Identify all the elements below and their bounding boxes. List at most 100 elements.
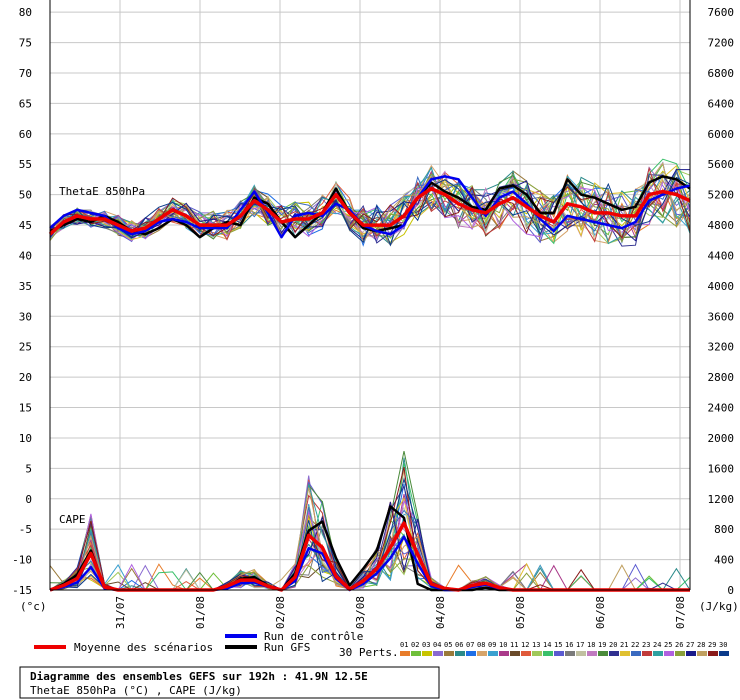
right-tick-label: 5200: [708, 189, 735, 202]
pert-number-label: 23: [642, 641, 650, 649]
right-tick-label: 7200: [708, 37, 735, 50]
pert-color-swatch: [411, 651, 421, 656]
right-tick-label: 2800: [708, 371, 735, 384]
right-tick-label: 3600: [708, 310, 735, 323]
left-tick-label: 70: [19, 67, 32, 80]
pert-number-label: 08: [477, 641, 485, 649]
right-tick-label: 1200: [708, 493, 735, 506]
legend-control-label: Run de contrôle: [264, 630, 363, 643]
pert-number-label: 04: [433, 641, 441, 649]
gfs-thetae-line: [49, 175, 691, 239]
x-tick-label: 07/08: [674, 596, 687, 629]
pert-color-swatch: [697, 651, 707, 656]
pert-color-swatch: [400, 651, 410, 656]
right-tick-label: 800: [714, 523, 734, 536]
pert-number-label: 07: [466, 641, 474, 649]
left-tick-label: 5: [25, 462, 32, 475]
chart-subtitle: ThetaE 850hPa (°C) , CAPE (J/kg): [30, 684, 242, 697]
right-tick-label: 2400: [708, 402, 735, 415]
right-tick-label: 6400: [708, 97, 735, 110]
legend-gfs-label: Run GFS: [264, 641, 310, 654]
pert-color-swatch: [422, 651, 432, 656]
x-tick-label: 04/08: [434, 596, 447, 629]
pert-color-swatch: [554, 651, 564, 656]
x-tick-label: 01/08: [194, 596, 207, 629]
left-tick-label: 40: [19, 249, 32, 262]
pert-color-swatch: [631, 651, 641, 656]
left-tick-label: 15: [19, 402, 32, 415]
pert-color-swatch: [444, 651, 454, 656]
control-thetae-line: [49, 175, 691, 239]
pert-color-swatch: [664, 651, 674, 656]
pert-number-label: 09: [488, 641, 496, 649]
pert-number-label: 14: [543, 641, 551, 649]
pert-number-label: 15: [554, 641, 562, 649]
pert-color-swatch: [521, 651, 531, 656]
left-tick-label: 65: [19, 97, 32, 110]
pert-color-swatch: [675, 651, 685, 656]
left-tick-label: 10: [19, 432, 32, 445]
pert-color-swatch: [499, 651, 509, 656]
pert-23-thetae-line: [49, 166, 691, 243]
pert-number-label: 20: [609, 641, 617, 649]
right-tick-label: 6000: [708, 128, 735, 141]
right-tick-label: 6800: [708, 67, 735, 80]
mean-thetae-line: [48, 186, 691, 236]
right-tick-label: 4400: [708, 249, 735, 262]
pert-color-swatch: [620, 651, 630, 656]
pert-number-label: 21: [620, 641, 628, 649]
right-tick-label: 5600: [708, 158, 735, 171]
pert-number-label: 28: [697, 641, 705, 649]
pert-number-label: 17: [576, 641, 584, 649]
pert-color-swatch: [609, 651, 619, 656]
left-tick-label: 25: [19, 341, 32, 354]
right-tick-label: 7600: [708, 6, 735, 19]
x-tick-label: 06/08: [594, 596, 607, 629]
legend-perts-swatches: 01 02 03 04 05 06 07 08 09 10 11 12 13 14 15 16 17 18 19 20…: [400, 641, 729, 656]
left-tick-label: 55: [19, 158, 32, 171]
pert-number-label: 12: [521, 641, 529, 649]
chart-title: Diagramme des ensembles GEFS sur 192h : …: [30, 670, 368, 683]
pert-number-label: 27: [686, 641, 694, 649]
grid: [50, 0, 690, 591]
right-axis-unit: (J/kg): [699, 600, 739, 613]
pert-color-swatch: [686, 651, 696, 656]
legend: Moyenne des scénarios Run de contrôle Ru…: [34, 630, 729, 659]
pert-number-label: 22: [631, 641, 639, 649]
legend-mean-label: Moyenne des scénarios: [74, 641, 213, 654]
pert-color-swatch: [708, 651, 718, 656]
pert-color-swatch: [466, 651, 476, 656]
title-box: Diagramme des ensembles GEFS sur 192h : …: [19, 666, 440, 699]
right-tick-label: 0: [727, 584, 734, 597]
pert-number-label: 25: [664, 641, 672, 649]
pert-number-label: 10: [499, 641, 507, 649]
pert-number-label: 11: [510, 641, 518, 649]
x-tick-label: 31/07: [114, 596, 127, 629]
pert-color-swatch: [433, 651, 443, 656]
pert-color-swatch: [598, 651, 608, 656]
left-tick-label: 50: [19, 189, 32, 202]
pert-number-label: 29: [708, 641, 716, 649]
left-tick-label: -15: [12, 584, 32, 597]
pert-number-label: 19: [598, 641, 606, 649]
pert-color-swatch: [532, 651, 542, 656]
pert-26-thetae-line: [49, 173, 691, 244]
left-tick-label: 80: [19, 6, 32, 19]
pert-number-label: 03: [422, 641, 430, 649]
left-tick-label: 0: [25, 493, 32, 506]
legend-perts-label: 30 Perts.: [339, 646, 399, 659]
pert-color-swatch: [510, 651, 520, 656]
pert-28-thetae-line: [49, 175, 691, 244]
pert-color-swatch: [653, 651, 663, 656]
right-tick-label: 1600: [708, 462, 735, 475]
pert-number-label: 24: [653, 641, 661, 649]
left-tick-label: -5: [19, 523, 32, 536]
left-axis-unit: (°c): [20, 600, 47, 613]
pert-number-label: 06: [455, 641, 463, 649]
pert-color-swatch: [576, 651, 586, 656]
pert-color-swatch: [477, 651, 487, 656]
pert-color-swatch: [642, 651, 652, 656]
right-tick-label: 4000: [708, 280, 735, 293]
pert-number-label: 01: [400, 641, 408, 649]
x-tick-label: 03/08: [354, 596, 367, 629]
